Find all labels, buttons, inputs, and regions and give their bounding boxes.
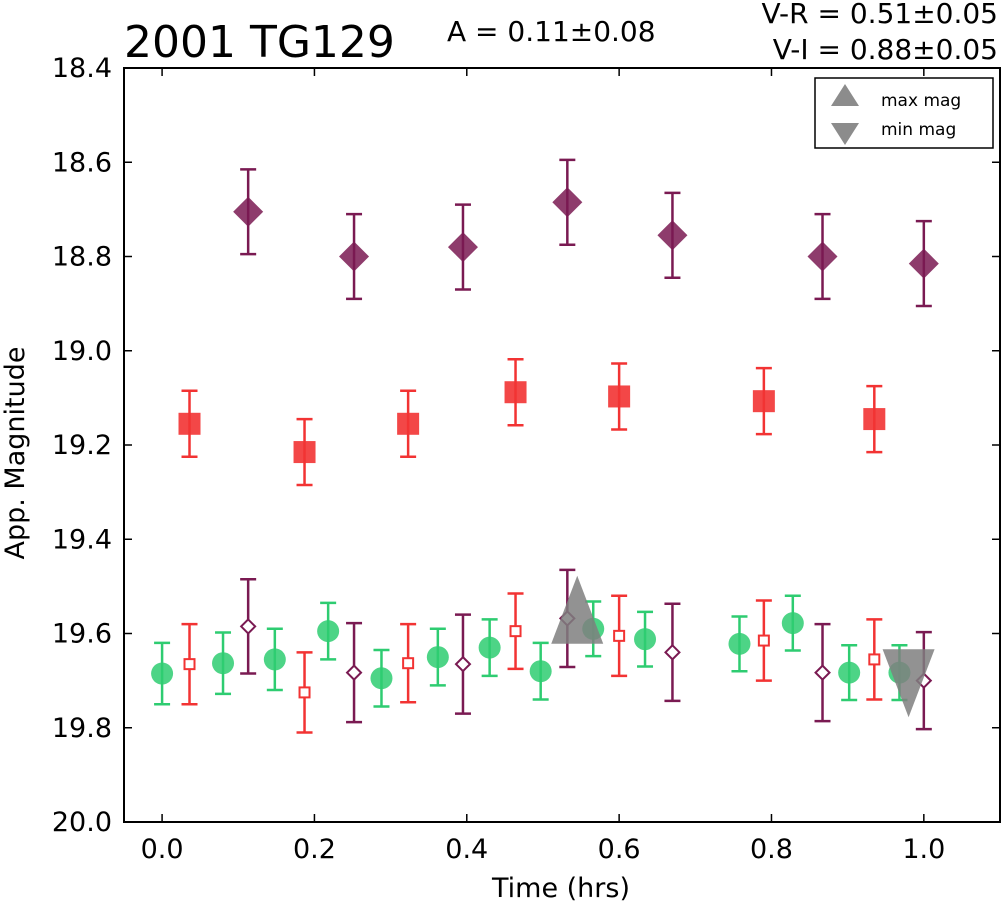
data-point	[757, 634, 770, 647]
legend: max mag min mag	[814, 77, 994, 149]
y-axis-label: App. Magnitude	[0, 347, 31, 560]
data-point	[293, 441, 316, 464]
series-triangle-down	[882, 649, 935, 718]
data-point	[657, 220, 688, 251]
y-tick-label: 19.8	[52, 713, 112, 744]
amplitude-annotation: A = 0.11±0.08	[447, 15, 656, 48]
series-diamond-filled	[233, 158, 939, 308]
data-point	[317, 620, 340, 643]
data-point	[370, 667, 393, 690]
y-tick-label: 19.2	[52, 430, 112, 461]
data-point	[504, 381, 527, 404]
data-point	[529, 660, 552, 683]
x-axis-label: Time (hrs)	[491, 873, 630, 904]
data-point	[151, 662, 174, 685]
x-tick-label: 0.4	[445, 834, 488, 865]
y-tick-label: 19.0	[52, 336, 112, 367]
data-point	[807, 241, 838, 272]
data-point	[339, 241, 370, 272]
legend-label: min mag	[881, 120, 956, 140]
legend-label: max mag	[881, 91, 961, 111]
data-point	[298, 686, 311, 699]
x-axis-ticks: 0.0 0.2 0.4 0.6 0.8 1.0	[141, 68, 945, 865]
data-point	[239, 618, 257, 635]
y-axis-ticks: 18.4 18.6 18.8 19.0 19.2 19.4 19.6 19.8 20.0	[52, 53, 1000, 838]
data-point	[509, 625, 522, 638]
data-point	[838, 661, 861, 684]
y-tick-label: 18.6	[52, 147, 112, 178]
y-tick-label: 19.4	[52, 524, 112, 555]
data-point	[608, 385, 631, 408]
y-tick-label: 20.0	[52, 807, 112, 838]
data-point	[863, 408, 886, 431]
data-point	[552, 187, 583, 218]
y-tick-label: 19.6	[52, 619, 112, 650]
data-point	[212, 652, 235, 675]
data-point	[752, 390, 775, 413]
data-point	[426, 646, 449, 669]
data-point	[178, 412, 201, 435]
data-point	[263, 648, 286, 671]
y-tick-label: 18.8	[52, 242, 112, 273]
y-tick-label: 18.4	[52, 53, 112, 84]
legend-marker-max	[831, 84, 859, 106]
v-r-annotation: V-R = 0.51±0.05	[762, 0, 998, 30]
data-point	[397, 412, 420, 435]
legend-marker-min	[831, 123, 859, 145]
data-point	[233, 196, 264, 227]
data-point	[478, 636, 501, 659]
data-point	[345, 664, 363, 682]
plot-frame	[123, 67, 1001, 823]
data-point	[551, 575, 604, 644]
x-tick-label: 1.0	[902, 834, 945, 865]
series-triangle-up	[551, 575, 604, 644]
data-point	[908, 248, 939, 279]
data-point	[447, 232, 478, 263]
series-square-filled	[178, 357, 886, 487]
data-point	[183, 658, 196, 671]
series-circle-filled	[151, 594, 911, 708]
data-point	[868, 653, 881, 666]
series-diamond-open	[239, 568, 933, 731]
v-i-annotation: V-I = 0.88±0.05	[773, 33, 998, 66]
data-point	[664, 643, 681, 661]
x-tick-label: 0.2	[293, 834, 336, 865]
data-point	[728, 632, 751, 655]
chart-title: 2001 TG129	[124, 17, 395, 68]
x-tick-label: 0.8	[750, 834, 793, 865]
x-tick-label: 0.0	[141, 834, 184, 865]
data-point	[882, 649, 935, 718]
data-point	[454, 655, 472, 673]
data-point	[781, 612, 804, 635]
data-point	[613, 629, 626, 642]
data-point	[634, 628, 657, 651]
data-point	[814, 664, 831, 682]
x-tick-label: 0.6	[598, 834, 641, 865]
series-square-open	[181, 592, 883, 734]
data-point	[402, 657, 415, 670]
data-series	[151, 158, 939, 734]
